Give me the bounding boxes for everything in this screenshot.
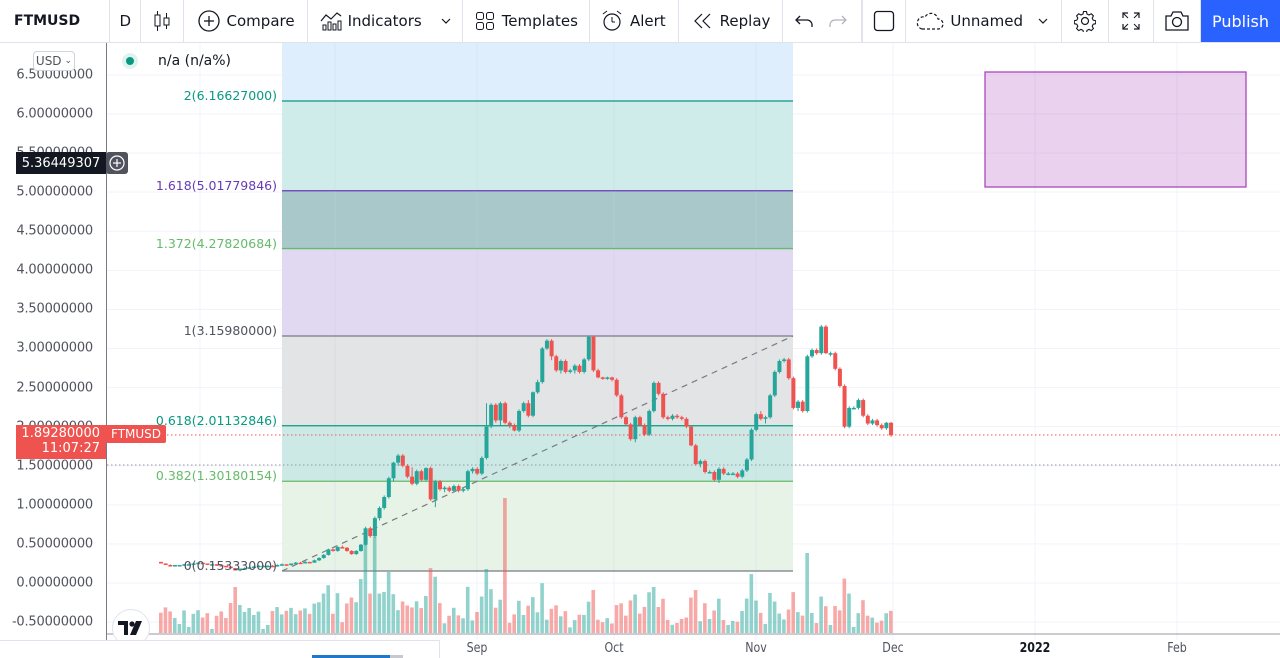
undo-icon[interactable] xyxy=(795,14,814,28)
time-tick-label: Oct xyxy=(604,641,624,656)
price-tick-label: 2.50000000 xyxy=(16,380,93,396)
chevron-down-icon xyxy=(1038,18,1048,24)
legend-status-icon xyxy=(122,53,138,69)
price-tick-label: 6.00000000 xyxy=(16,106,93,122)
price-tick-label: 1.50000000 xyxy=(16,458,93,474)
timeline-scrollbar-track xyxy=(390,655,403,658)
alarm-icon xyxy=(602,10,622,31)
fib-level-label: 1.372(4.27820684) xyxy=(155,235,277,251)
publish-label: Publish xyxy=(1211,11,1269,31)
fib-level-label: 0.618(2.01132846) xyxy=(155,412,277,428)
compare-label: Compare xyxy=(226,12,295,30)
alert-label: Alert xyxy=(629,12,666,30)
candlestick-icon xyxy=(154,11,170,31)
time-tick-label: 2022 xyxy=(1019,641,1051,656)
replay-label: Replay xyxy=(719,12,771,30)
undo-redo-group xyxy=(783,0,863,42)
replay-icon xyxy=(693,13,711,29)
crosshair-price-label: 5.36449307 xyxy=(16,152,106,174)
indicators-label: Indicators xyxy=(347,12,422,30)
fib-level-label: 0(0.15333000) xyxy=(183,558,277,573)
tv-logo-icon xyxy=(118,621,142,635)
publish-button[interactable]: Publish xyxy=(1200,0,1280,42)
plus-circle-icon xyxy=(109,155,125,171)
price-tick-label: 5.00000000 xyxy=(16,184,93,200)
cloud-icon xyxy=(917,12,944,30)
interval-button[interactable]: D xyxy=(110,0,142,42)
indicators-icon xyxy=(320,12,342,31)
price-chart-canvas[interactable] xyxy=(0,43,1280,640)
chevron-down-icon: ⌄ xyxy=(64,56,73,66)
legend-value: n/a (n/a%) xyxy=(158,53,232,69)
price-scale[interactable]: 6.500000006.000000005.500000005.00000000… xyxy=(0,43,107,640)
toolbar-spacer xyxy=(862,0,864,42)
chart-pane[interactable]: 6.500000006.000000005.500000005.00000000… xyxy=(0,43,1280,647)
price-tick-label: 0.50000000 xyxy=(16,536,93,552)
templates-label: Templates xyxy=(501,12,578,30)
gear-icon xyxy=(1073,10,1096,32)
interval-label: D xyxy=(119,12,132,30)
compare-button[interactable]: Compare xyxy=(184,0,308,42)
alert-button[interactable]: Alert xyxy=(590,0,679,42)
layout-name-button[interactable]: Unnamed xyxy=(906,0,1062,42)
price-tick-label: 3.50000000 xyxy=(16,301,93,317)
symbol-search-button[interactable]: FTMUSD xyxy=(0,0,111,42)
time-tick-label: Sep xyxy=(466,641,488,656)
settings-button[interactable] xyxy=(1062,0,1109,42)
price-tick-label: 4.00000000 xyxy=(16,262,93,278)
layout-button[interactable] xyxy=(863,0,907,42)
series-legend: n/a (n/a%) xyxy=(122,53,231,69)
fullscreen-button[interactable] xyxy=(1109,0,1154,42)
last-price-label: 1.89280000 11:07:27 xyxy=(16,425,106,459)
redo-icon[interactable] xyxy=(829,14,848,28)
fib-level-label: 2(6.16627000) xyxy=(183,87,277,103)
last-price-value: 1.89280000 xyxy=(21,426,100,441)
price-tick-label: 1.00000000 xyxy=(16,497,93,513)
timeline-scroll-panel xyxy=(0,640,440,658)
snapshot-button[interactable] xyxy=(1154,0,1201,42)
top-toolbar: FTMUSD D Compare Indicators Templates Al… xyxy=(0,0,1280,43)
fib-level-label: 1.618(5.01779846) xyxy=(155,177,277,193)
symbol-label: FTMUSD xyxy=(14,13,81,29)
templates-button[interactable]: Templates xyxy=(463,0,590,42)
layout-name-label: Unnamed xyxy=(950,12,1023,30)
plus-circle-icon xyxy=(197,10,220,32)
currency-button[interactable]: USD ⌄ xyxy=(33,51,75,71)
time-tick-label: Feb xyxy=(1167,641,1187,656)
templates-icon xyxy=(475,12,494,30)
time-tick-label: Nov xyxy=(745,641,767,656)
price-tick-label: 6.50000000 xyxy=(16,67,93,83)
time-tick-label: Dec xyxy=(882,641,904,656)
price-tick-label: 4.50000000 xyxy=(16,223,93,239)
price-tick-label: 0.00000000 xyxy=(16,575,93,591)
currency-label: USD xyxy=(35,54,62,68)
chevron-down-icon[interactable] xyxy=(440,16,452,26)
camera-icon xyxy=(1165,11,1189,31)
fib-level-label: 1(3.15980000) xyxy=(183,322,277,338)
timeline-scrollbar[interactable] xyxy=(312,655,390,658)
replay-button[interactable]: Replay xyxy=(679,0,784,42)
indicators-button[interactable]: Indicators xyxy=(308,0,463,42)
chart-type-button[interactable] xyxy=(141,0,184,42)
fullscreen-icon xyxy=(1122,12,1140,30)
symbol-price-tag: FTMUSD xyxy=(106,425,167,443)
layout-square-icon xyxy=(874,10,895,32)
fib-level-label: 0.382(1.30180154) xyxy=(155,468,277,484)
add-alert-plus-button[interactable] xyxy=(106,152,128,174)
price-tick-label: -0.50000000 xyxy=(11,614,93,630)
bar-countdown: 11:07:27 xyxy=(41,441,100,456)
price-tick-label: 3.00000000 xyxy=(16,340,93,356)
